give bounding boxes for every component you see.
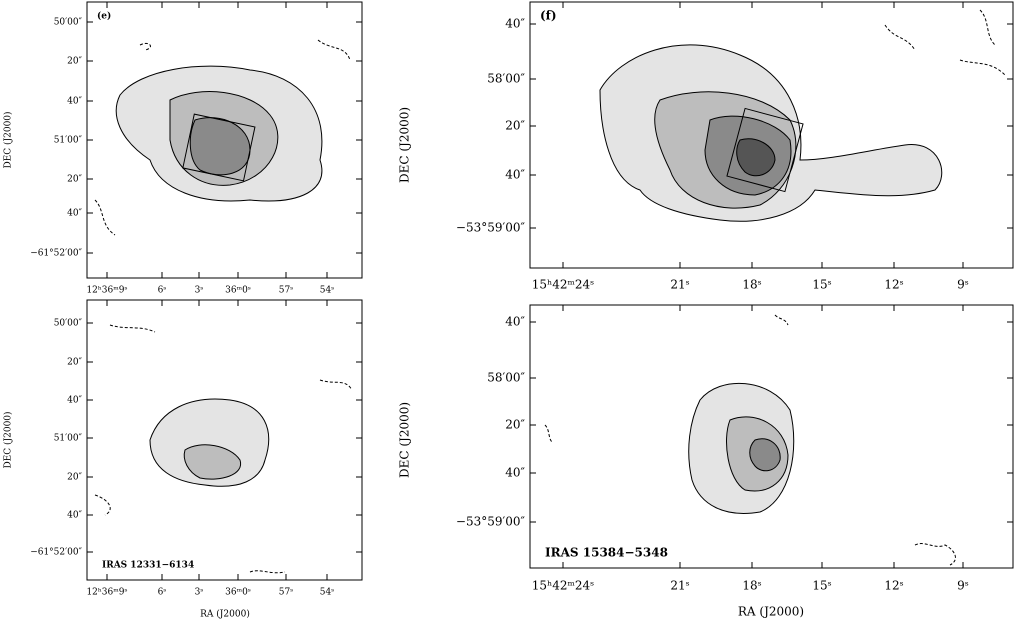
x-tick-label: 57ˢ [279, 588, 293, 598]
contour-map-e [94, 39, 351, 236]
y-tick-label: 58′00″ [487, 72, 525, 86]
y-tick-label: 51′00″ [54, 434, 83, 444]
y-tick-label: 20″ [67, 175, 82, 185]
y-tick-label: 51′00″ [54, 136, 83, 146]
panel: 50′00″ 20″ 40″ 51′00″ 20″ 40″ −61°52′00″ 12ʰ36ᵐ… [3, 299, 363, 620]
x-tick-label: 36ᵐ0ˢ [225, 588, 251, 598]
y-tick-label: −61°52′00″ [30, 249, 82, 259]
x-tick-label: 18ˢ [742, 579, 761, 593]
y-tick-label: 20″ [67, 57, 82, 67]
panel-frame [86, 299, 363, 581]
x-tick-label: 15ʰ42ᵐ24ˢ [532, 579, 594, 593]
x-tick-label: 6ˢ [158, 286, 167, 296]
x-tick-label: 9ˢ [957, 579, 969, 593]
x-tick-label: 3ˢ [195, 286, 204, 296]
panel: 40″ 58′00″ 20″ 40″ −53°59′00″ 15ʰ42ᵐ24ˢ 21ˢ 18ˢ… [398, 1, 1014, 292]
y-tick-label: 40″ [67, 209, 82, 219]
x-tick-label: 3ˢ [195, 588, 204, 598]
x-axis-label: RA (J2000) [200, 609, 250, 620]
x-tick-label: 54ˢ [320, 286, 334, 296]
x-axis-label: RA (J2000) [738, 605, 804, 619]
source-name: IRAS 15384−5348 [545, 546, 668, 560]
x-tick-label: 21ˢ [670, 579, 689, 593]
y-tick-label: −53°59′00″ [456, 515, 526, 529]
x-tick-label: 21ˢ [670, 278, 689, 292]
y-tick-label: 40″ [505, 466, 525, 480]
y-tick-label: 20″ [505, 119, 525, 133]
y-tick-label: 50′00″ [54, 319, 83, 329]
y-tick-label: 40″ [505, 315, 525, 329]
y-tick-label: −61°52′00″ [30, 548, 82, 558]
panel-label: (e) [97, 11, 111, 22]
x-tick-label: 18ˢ [742, 278, 761, 292]
y-tick-label: 20″ [67, 473, 82, 483]
y-tick-label: 40″ [67, 97, 82, 107]
x-tick-label: 12ʰ36ᵐ9ˢ [86, 286, 127, 296]
x-tick-label: 15ˢ [812, 579, 831, 593]
x-tick-label: 6ˢ [158, 588, 167, 598]
x-tick-label: 12ʰ36ᵐ9ˢ [86, 588, 127, 598]
x-tick-label: 9ˢ [957, 278, 969, 292]
contour-map-f-bottom [544, 314, 956, 566]
x-tick-label: 15ˢ [812, 278, 831, 292]
x-tick-label: 15ʰ42ᵐ24ˢ [532, 278, 594, 292]
x-tick-label: 12ˢ [884, 579, 903, 593]
x-tick-label: 36ᵐ0ˢ [225, 286, 251, 296]
y-tick-label: 40″ [67, 396, 82, 406]
panel: 50′00″ 20″ 40″ 51′00″ 20″ 40″ −61°52′00″ 12ʰ36ᵐ… [3, 1, 363, 296]
y-tick-label: −53°59′00″ [456, 221, 526, 235]
y-tick-label: 50′00″ [54, 18, 83, 28]
y-tick-label: 20″ [67, 358, 82, 368]
y-axis-label: DEC (J2000) [398, 402, 412, 478]
y-axis-label: DEC (J2000) [398, 107, 412, 183]
y-tick-label: 20″ [505, 418, 525, 432]
y-tick-label: 40″ [505, 168, 525, 182]
y-axis-label: DEC (J2000) [3, 111, 14, 168]
panel-frame [529, 304, 1014, 569]
y-tick-label: 40″ [505, 17, 525, 31]
panel-frame [529, 1, 1014, 269]
y-tick-label: 40″ [67, 511, 82, 521]
x-tick-label: 54ˢ [320, 588, 334, 598]
x-tick-label: 12ˢ [884, 278, 903, 292]
source-name: IRAS 12331−6134 [102, 561, 194, 571]
panel: 40″ 58′00″ 20″ 40″ −53°59′00″ 15ʰ42ᵐ24ˢ 21ˢ 18ˢ… [398, 304, 1014, 619]
x-tick-label: 57ˢ [279, 286, 293, 296]
panel-label: (f) [540, 9, 557, 23]
y-tick-label: 58′00″ [487, 371, 525, 385]
y-axis-label: DEC (J2000) [3, 411, 14, 468]
contour-map-f [599, 9, 1006, 222]
contour-map-e-bottom [94, 324, 353, 574]
